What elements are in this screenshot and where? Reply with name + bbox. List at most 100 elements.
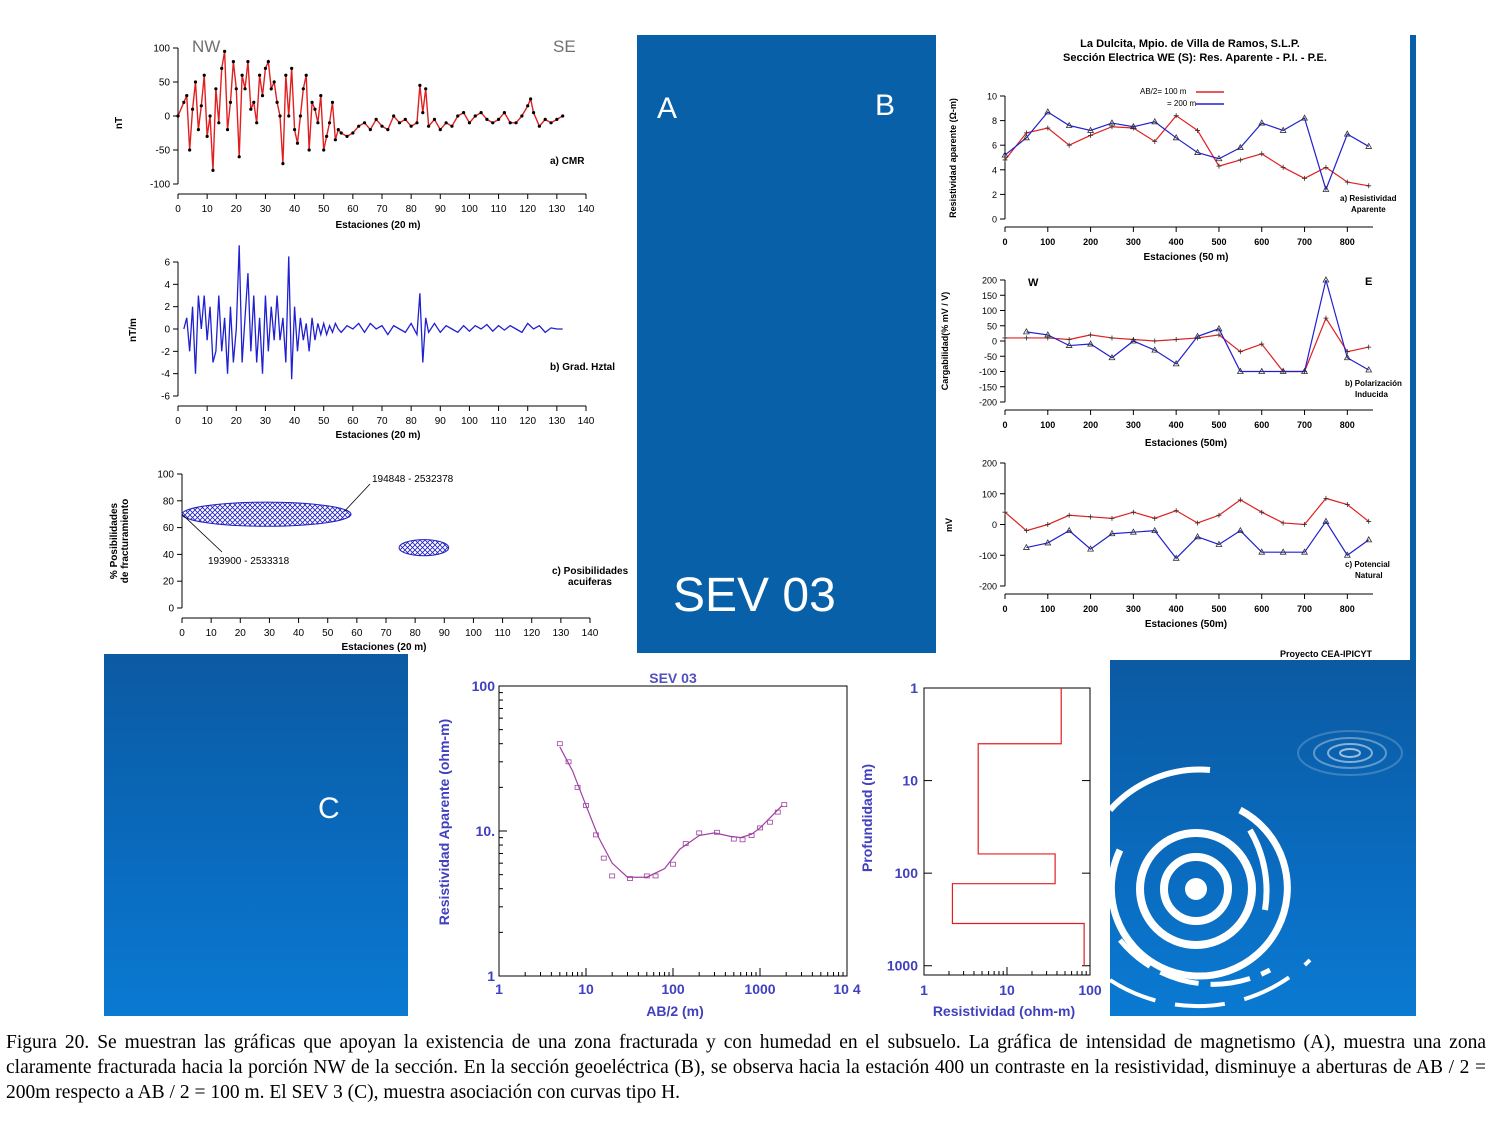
cmr-point bbox=[199, 104, 203, 108]
posib-xtick-label: 80 bbox=[410, 628, 422, 639]
cmr-point bbox=[529, 97, 533, 101]
res-title-2: Sección Electrica WE (S): Res. Aparente … bbox=[1063, 52, 1327, 64]
pot-marker-tri bbox=[1258, 548, 1266, 555]
cmr-point bbox=[526, 104, 530, 108]
pol-marker-tri bbox=[1343, 353, 1351, 361]
res_app-marker-plus bbox=[1173, 113, 1179, 119]
pot-ytick-label: -100 bbox=[979, 551, 997, 561]
pol-tag-1: b) Polarización bbox=[1345, 379, 1402, 388]
grad-xlabel: Estaciones (20 m) bbox=[335, 430, 420, 441]
cmr-point bbox=[438, 128, 442, 132]
sev-data-point bbox=[730, 836, 737, 842]
cmr-point bbox=[249, 107, 253, 111]
cmr-point bbox=[266, 60, 270, 64]
pot-xtick-label: 600 bbox=[1254, 604, 1269, 614]
posib-ytick-label: 20 bbox=[163, 577, 175, 588]
cmr-point bbox=[240, 73, 244, 77]
cmr-point bbox=[333, 138, 337, 142]
cmr-point bbox=[427, 124, 431, 128]
grad-xtick-label: 110 bbox=[491, 416, 507, 427]
sev-ytick-label: 1 bbox=[487, 968, 495, 984]
cmr-xtick-label: 90 bbox=[435, 204, 447, 215]
pot-marker-tri bbox=[1065, 526, 1073, 534]
pol-xtick-label: 800 bbox=[1340, 420, 1355, 430]
cmr-point bbox=[205, 134, 209, 138]
cmr-point bbox=[272, 80, 276, 84]
cmr-point bbox=[421, 111, 425, 115]
sev-data-point bbox=[774, 809, 781, 815]
pot-marker-tri bbox=[1022, 543, 1030, 550]
cmr-xtick-label: 40 bbox=[289, 204, 301, 215]
pot-xtick-label: 0 bbox=[1002, 604, 1007, 614]
res_app-xtick-label: 400 bbox=[1169, 237, 1184, 247]
res_app-marker-plus bbox=[1237, 157, 1243, 163]
cmr-point bbox=[182, 100, 186, 104]
cmr-point bbox=[351, 131, 355, 135]
sev-data-point bbox=[682, 841, 689, 846]
grad-xtick-label: 90 bbox=[435, 416, 447, 427]
res_app-marker-plus bbox=[1002, 157, 1008, 163]
posib-ytick-label: 60 bbox=[163, 523, 175, 534]
res_app-marker-tri bbox=[1236, 143, 1244, 151]
sev-data-point bbox=[714, 829, 720, 835]
pot-marker-tri bbox=[1236, 526, 1244, 534]
pol-marker-plus bbox=[1002, 335, 1008, 341]
cmr-xtick-label: 50 bbox=[318, 204, 330, 215]
cmr-point bbox=[456, 114, 460, 118]
sev-data-point bbox=[739, 837, 746, 843]
pot-marker-plus bbox=[1344, 502, 1350, 508]
sev-data-point bbox=[565, 759, 572, 765]
pot-series-1 bbox=[1004, 497, 1370, 532]
res-legend-2: = 200 m bbox=[1167, 99, 1196, 108]
model-ytick-label: 10 bbox=[902, 773, 918, 789]
cmr-point bbox=[316, 121, 320, 125]
pot-xtick-label: 500 bbox=[1211, 604, 1226, 614]
cmr-ytick-label: 0 bbox=[164, 112, 170, 123]
model-plot-frame bbox=[923, 687, 1091, 976]
pot-ytick-label: 200 bbox=[982, 459, 997, 469]
pol-left-label: W bbox=[1028, 277, 1039, 289]
pol-marker-tri bbox=[1236, 367, 1244, 374]
posib-tag-2: acuiferas bbox=[568, 577, 612, 588]
posib-xtick-label: 140 bbox=[582, 628, 599, 639]
res_app-marker-tri bbox=[1258, 119, 1266, 126]
cmr-xtick-label: 10 bbox=[202, 204, 214, 215]
pol-xtick-label: 0 bbox=[1002, 420, 1007, 430]
cmr-point bbox=[330, 100, 335, 104]
panel-label-b: B bbox=[875, 89, 896, 122]
model-ytick-label: 1 bbox=[910, 680, 918, 696]
pol-series-1 bbox=[1005, 316, 1369, 373]
cmr-point bbox=[531, 111, 536, 115]
cmr-xtick-label: 100 bbox=[461, 204, 478, 215]
cmr-point bbox=[380, 124, 384, 128]
posib-xtick-label: 30 bbox=[264, 628, 276, 639]
pot-marker-plus bbox=[1366, 518, 1372, 524]
pot-marker-tri bbox=[1215, 540, 1223, 547]
cmr-point bbox=[549, 121, 553, 125]
cmr-point bbox=[462, 111, 466, 115]
posib-xtick-label: 70 bbox=[380, 628, 392, 639]
posib-xtick-label: 120 bbox=[523, 628, 540, 639]
cmr-point bbox=[176, 114, 180, 118]
pol-ytick-label: 100 bbox=[982, 306, 997, 316]
cmr-point bbox=[278, 114, 282, 118]
chart-possibilities: c) Posibilidades acuiferas % Posibilidad… bbox=[109, 470, 629, 654]
cmr-point bbox=[520, 114, 524, 118]
res_app-marker-tri bbox=[1215, 154, 1223, 162]
cmr-point bbox=[322, 148, 326, 152]
cmr-point bbox=[287, 114, 291, 118]
sev-data-point bbox=[696, 830, 703, 836]
pol-marker-tri bbox=[1044, 331, 1052, 338]
pol-marker-tri bbox=[1172, 360, 1180, 367]
pol-marker-tri bbox=[1022, 328, 1030, 335]
cmr-xlabel: Estaciones (20 m) bbox=[335, 220, 420, 231]
sev-ylabel: Resistividad Aparente (ohm-m) bbox=[436, 719, 452, 925]
pot-marker-plus bbox=[1088, 514, 1094, 520]
cmr-xtick-label: 20 bbox=[231, 204, 243, 215]
cmr-point bbox=[339, 131, 343, 135]
res_app-marker-plus bbox=[1366, 183, 1372, 189]
cmr-point bbox=[392, 114, 396, 118]
res_app-marker-tri bbox=[1044, 108, 1052, 115]
cmr-point bbox=[188, 148, 192, 152]
grad-ytick-label: -6 bbox=[161, 392, 170, 403]
